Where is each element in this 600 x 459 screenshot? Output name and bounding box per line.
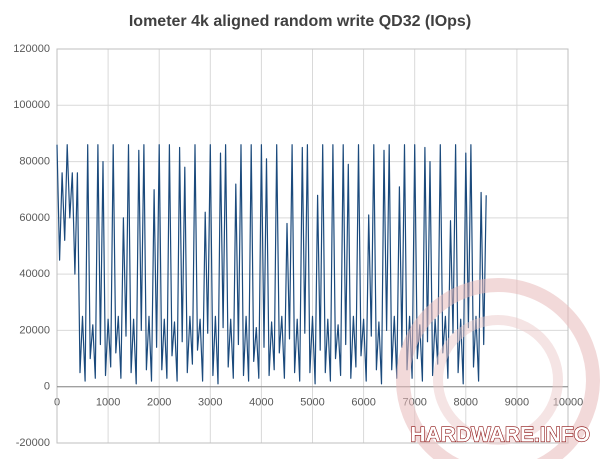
x-tick-label: 1000 (96, 397, 120, 409)
y-tick-label: 120000 (13, 43, 50, 55)
watermark-text: HARDWARE.INFO (410, 424, 590, 447)
x-tick-label: 8000 (454, 397, 478, 409)
x-tick-label: 5000 (300, 397, 324, 409)
y-tick-label: -20000 (16, 437, 50, 449)
x-tick-label: 2000 (147, 397, 171, 409)
plot-border (56, 48, 569, 444)
x-tick-label: 4000 (249, 397, 273, 409)
y-tick-label: 100000 (13, 99, 50, 111)
x-tick-label: 9000 (505, 397, 529, 409)
x-tick-label: 3000 (198, 397, 222, 409)
y-tick-label: 40000 (19, 268, 50, 280)
y-tick-label: 60000 (19, 212, 50, 224)
x-tick-label: 6000 (351, 397, 375, 409)
y-tick-label: 80000 (19, 155, 50, 167)
series-line (56, 144, 487, 385)
y-tick-label: 0 (44, 381, 50, 393)
watermark-ring (433, 315, 563, 445)
y-tick-label: 20000 (19, 324, 50, 336)
chart-title: Iometer 4k aligned random write QD32 (IO… (129, 13, 471, 30)
watermark: HARDWARE.INFO (396, 278, 600, 459)
watermark-ring (396, 278, 600, 459)
